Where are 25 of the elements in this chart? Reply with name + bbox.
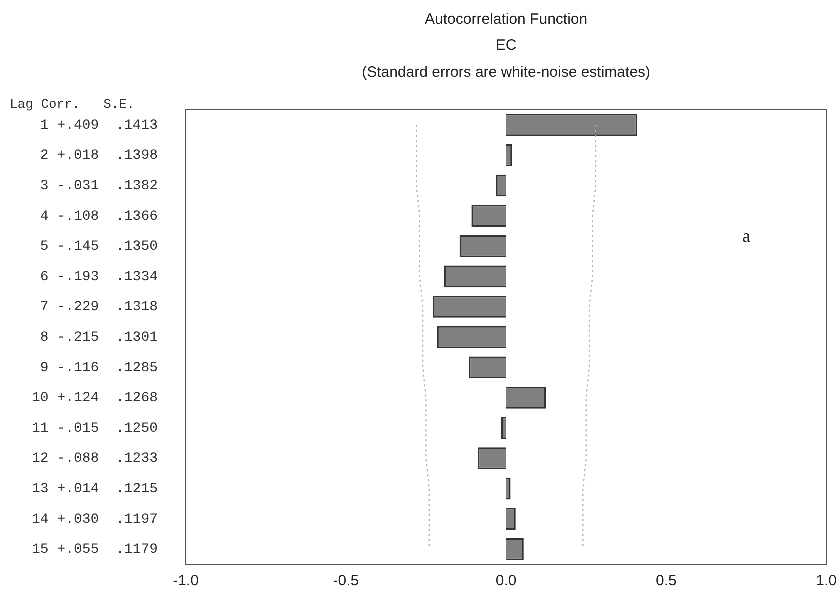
y-tick-label: 4 -.108 .1366 bbox=[32, 208, 158, 225]
x-tick-label: 0.5 bbox=[656, 572, 677, 590]
y-tick-label: 15 +.055 .1179 bbox=[32, 542, 158, 558]
y-tick-label: 13 +.014 .1215 bbox=[32, 482, 158, 498]
y-tick-label: 9 -.116 .1285 bbox=[32, 360, 158, 376]
text: (Standard errors are white-noise estimates) bbox=[362, 64, 651, 81]
y-tick-label: 5 -.145 .1350 bbox=[32, 239, 158, 256]
x-tick-label: 1.0 bbox=[816, 572, 838, 590]
y-tick-label: 6 -.193 .1334 bbox=[32, 269, 158, 286]
annotation: a bbox=[742, 226, 751, 246]
y-tick-label: 11 -.015 .1250 bbox=[32, 420, 158, 437]
y-axis-title: Lag Corr. S.E. bbox=[10, 97, 135, 112]
chart-subtitle: EC bbox=[496, 37, 517, 54]
y-tick-label: 2 +.018 .1398 bbox=[32, 148, 158, 164]
y-tick-label: 3 -.031 .1382 bbox=[32, 178, 158, 194]
y-tick-label: 7 -.229 .1318 bbox=[32, 300, 158, 316]
chart-title: Autocorrelation Function bbox=[425, 11, 588, 28]
x-tick-label: -1.0 bbox=[173, 572, 199, 590]
y-tick-label: 14 +.030 .1197 bbox=[32, 512, 158, 528]
y-tick-label: 10 +.124 .1268 bbox=[32, 390, 158, 407]
x-tick-label: 0.0 bbox=[496, 572, 517, 590]
y-tick-label: 1 +.409 .1413 bbox=[32, 118, 158, 134]
y-tick-label: 12 -.088 .1233 bbox=[32, 451, 158, 468]
x-tick-label: -0.5 bbox=[333, 572, 360, 590]
y-tick-label: 8 -.215 .1301 bbox=[32, 330, 158, 346]
